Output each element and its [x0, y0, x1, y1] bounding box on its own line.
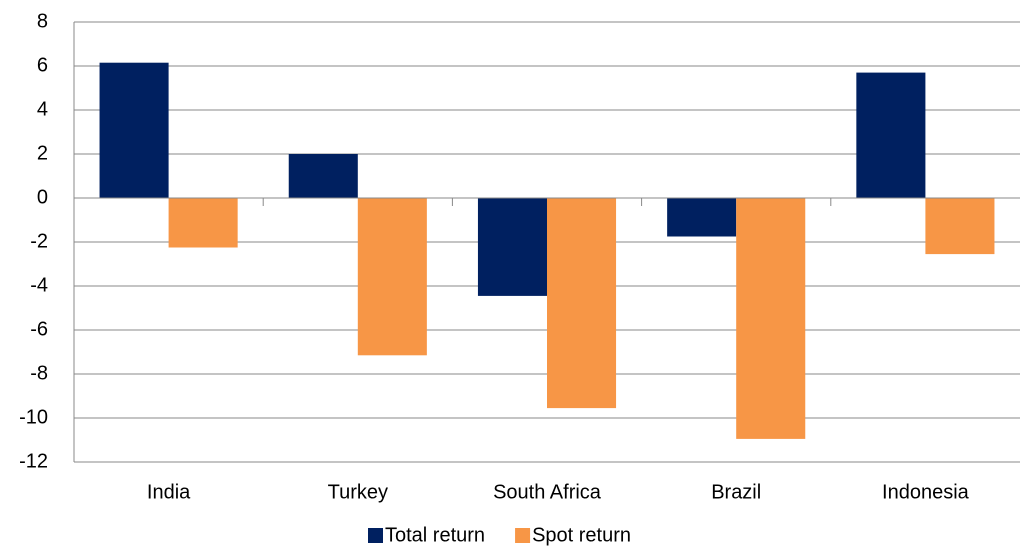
legend-label: Total return: [385, 524, 485, 546]
y-tick-label: -4: [30, 274, 48, 296]
x-tick-label: South Africa: [493, 481, 602, 503]
y-tick-label: -8: [30, 362, 48, 384]
x-tick-label: Turkey: [328, 481, 388, 503]
bar: [925, 198, 995, 255]
bar: [736, 198, 806, 439]
bar: [547, 198, 617, 409]
y-tick-label: -10: [19, 406, 48, 428]
y-tick-label: 8: [37, 10, 48, 32]
y-tick-label: 4: [37, 98, 48, 120]
y-tick-label: 6: [37, 54, 48, 76]
y-tick-label: -12: [19, 450, 48, 472]
legend-swatch: [515, 528, 531, 543]
bar: [288, 154, 358, 198]
bar: [667, 198, 737, 237]
legend-swatch: [368, 528, 383, 543]
y-tick-label: 0: [37, 186, 48, 208]
y-tick-label: 2: [37, 142, 48, 164]
bar: [477, 198, 547, 296]
y-tick-label: -2: [30, 230, 48, 252]
bar: [357, 198, 427, 356]
y-tick-label: -6: [30, 318, 48, 340]
x-tick-label: India: [147, 481, 191, 503]
legend-label: Spot return: [532, 524, 631, 546]
bar: [168, 198, 238, 248]
bar: [99, 62, 169, 199]
x-tick-label: Indonesia: [882, 481, 970, 503]
bar: [856, 72, 926, 198]
x-tick-label: Brazil: [711, 481, 761, 503]
